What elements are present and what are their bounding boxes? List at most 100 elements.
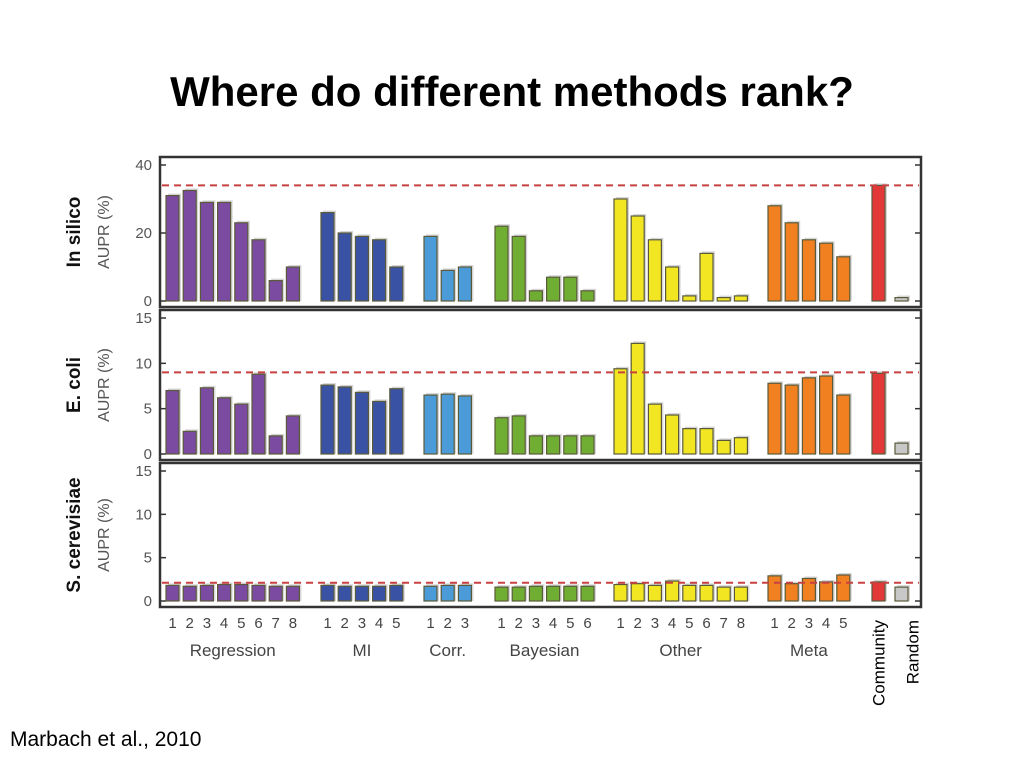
method-number-label: 7 (720, 615, 728, 632)
bar-meta-4 (818, 581, 834, 602)
bar-regression-7 (268, 435, 283, 455)
bar-meta-2 (784, 583, 799, 602)
y-tick-label: 40 (135, 157, 152, 174)
group-label: Other (659, 641, 702, 660)
y-tick-label: 10 (135, 506, 152, 523)
bar-mi-2 (337, 386, 352, 455)
bar-mi-1 (320, 584, 335, 602)
group-label: Meta (790, 641, 828, 660)
bar-regression-5 (234, 403, 249, 455)
bar-mi-2 (337, 232, 352, 302)
bar-regression-8 (285, 415, 300, 455)
bar-bayesian-1 (494, 417, 509, 455)
chart-panel: 0 5 10 15 S. cerevisiae AUPR (%) (64, 461, 923, 610)
method-number-label: 5 (237, 615, 245, 632)
bar-mi-5 (389, 266, 404, 302)
bar-bayesian-4 (545, 435, 561, 455)
y-tick-label: 10 (135, 355, 152, 372)
bar-community (871, 184, 886, 302)
y-axis-label: AUPR (%) (96, 498, 113, 572)
group-label: Bayesian (510, 641, 580, 660)
bar-meta-4 (818, 242, 834, 302)
bar-meta-5 (836, 256, 851, 302)
bar-bayesian-3 (528, 585, 544, 602)
bar-mi-3 (354, 585, 369, 602)
y-tick-label: 20 (135, 225, 152, 242)
method-number-label: 5 (566, 615, 574, 632)
bar-other-3 (647, 584, 663, 602)
bar-other-7 (716, 439, 731, 455)
method-number-label: 2 (788, 615, 796, 632)
bar-regression-6 (251, 584, 266, 602)
bar-bayesian-1 (494, 225, 509, 302)
bar-regression-3 (199, 584, 214, 602)
bar-regression-4 (217, 583, 232, 602)
method-number-label: 4 (668, 615, 676, 632)
bar-regression-1 (165, 584, 180, 602)
bar-other-5 (682, 428, 697, 455)
bar-meta-1 (767, 205, 782, 302)
method-number-label: 5 (839, 615, 847, 632)
random-label: Random (904, 620, 923, 684)
method-number-label: 1 (497, 615, 505, 632)
method-number-label: 1 (323, 615, 331, 632)
bar-other-1 (613, 368, 628, 455)
bar-meta-5 (836, 394, 851, 455)
panel-name-label: S. cerevisiae (64, 477, 85, 592)
bar-regression-3 (199, 387, 214, 455)
bar-other-3 (647, 239, 663, 302)
bar-bayesian-6 (580, 585, 595, 602)
bar-bayesian-3 (528, 435, 544, 455)
bar-mi-2 (337, 585, 352, 602)
bar-corr-3 (457, 395, 472, 455)
bar-corr-2 (440, 393, 455, 455)
slide-title: Where do different methods rank? (170, 68, 854, 115)
bar-mi-4 (372, 400, 387, 455)
chart-panel: 0 20 40 In silico AUPR (%) (64, 155, 923, 310)
bar-meta-2 (784, 222, 799, 302)
bar-regression-7 (268, 585, 283, 602)
method-number-label: 5 (392, 615, 400, 632)
method-number-label: 4 (549, 615, 557, 632)
bar-regression-5 (234, 583, 249, 602)
method-number-label: 8 (289, 615, 297, 632)
method-number-label: 3 (203, 615, 211, 632)
bar-regression-4 (217, 397, 232, 455)
bar-other-2 (630, 215, 645, 302)
method-number-label: 3 (461, 615, 469, 632)
bar-other-7 (716, 586, 731, 602)
bar-other-8 (733, 295, 749, 302)
bar-regression-8 (285, 266, 300, 302)
method-number-label: 1 (770, 615, 778, 632)
method-number-label: 8 (737, 615, 745, 632)
y-axis-label: AUPR (%) (96, 348, 113, 422)
bar-regression-2 (182, 189, 197, 302)
bar-corr-3 (457, 584, 472, 602)
panel-name-label: In silico (64, 197, 85, 268)
bar-corr-1 (423, 394, 438, 455)
method-number-label: 2 (341, 615, 349, 632)
bar-other-3 (647, 403, 663, 455)
group-label: MI (352, 641, 371, 660)
y-tick-label: 0 (144, 593, 152, 610)
bar-other-4 (664, 580, 680, 602)
bar-corr-3 (457, 266, 472, 302)
bar-regression-1 (165, 195, 180, 302)
bar-meta-5 (836, 574, 851, 602)
bar-bayesian-5 (563, 585, 578, 602)
bar-regression-4 (217, 201, 232, 302)
method-number-label: 6 (702, 615, 710, 632)
method-number-label: 7 (272, 615, 280, 632)
bar-mi-5 (389, 584, 404, 602)
bar-regression-6 (251, 239, 266, 302)
bar-regression-6 (251, 373, 266, 455)
bar-random (894, 442, 909, 455)
y-tick-label: 15 (135, 463, 152, 480)
bar-corr-1 (423, 235, 438, 302)
method-number-label: 3 (532, 615, 540, 632)
y-axis-label: AUPR (%) (96, 195, 113, 269)
bar-community (871, 372, 886, 455)
method-number-label: 1 (426, 615, 434, 632)
